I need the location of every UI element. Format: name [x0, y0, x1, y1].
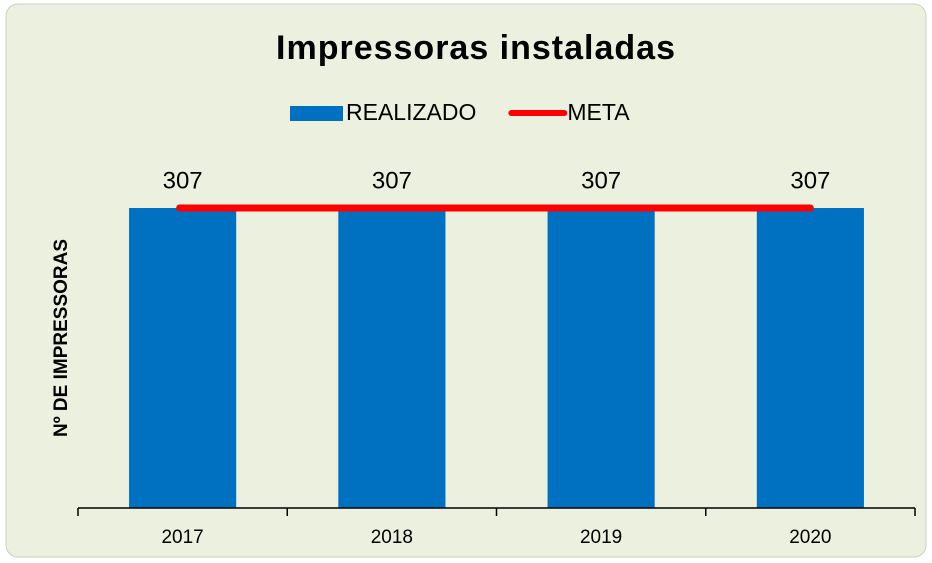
bar — [129, 208, 237, 508]
legend-label: REALIZADO — [346, 99, 476, 125]
y-axis-label: Nº DE IMPRESSORAS — [51, 239, 72, 437]
data-label: 307 — [581, 167, 621, 194]
bar — [547, 208, 655, 508]
legend-label: META — [567, 99, 630, 125]
x-tick-label: 2019 — [580, 527, 622, 548]
chart-title: Impressoras instaladas — [276, 29, 676, 67]
bar — [756, 208, 864, 508]
x-tick-label: 2018 — [371, 527, 413, 548]
x-tick-label: 2017 — [161, 527, 203, 548]
legend-swatch — [290, 106, 343, 121]
bar — [338, 208, 446, 508]
x-tick-label: 2020 — [789, 527, 831, 548]
data-label: 307 — [372, 167, 412, 194]
data-label: 307 — [790, 167, 830, 194]
data-label: 307 — [163, 167, 203, 194]
